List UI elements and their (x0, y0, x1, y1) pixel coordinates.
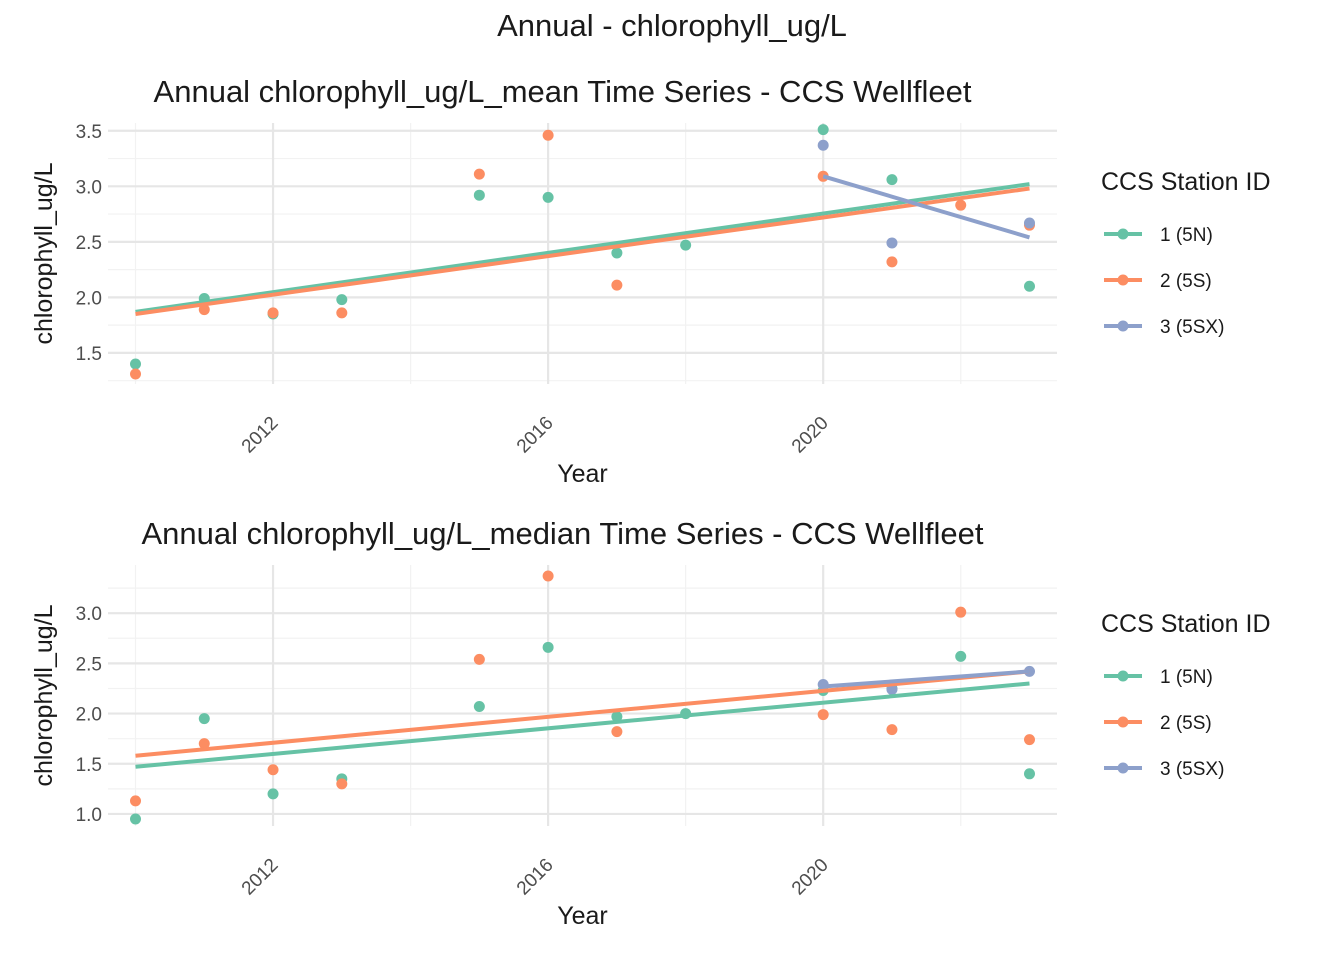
y-tick-label: 1.0 (76, 805, 102, 826)
x-axis-label: Year (557, 460, 608, 488)
legend-key-point (1117, 716, 1129, 728)
data-point (267, 307, 279, 319)
data-point (542, 641, 554, 653)
data-point (886, 237, 898, 249)
chart-title: Annual chlorophyll_ug/L_mean Time Series… (154, 74, 972, 109)
y-axis-label: chlorophyll_ug/L (30, 604, 58, 786)
gridlines (108, 123, 1057, 384)
y-tick-label: 3.0 (76, 177, 102, 198)
trend-line (135, 669, 1030, 758)
y-tick-label: 2.5 (76, 654, 102, 675)
data-point (611, 247, 623, 259)
data-point (1023, 217, 1035, 229)
y-tick-label: 1.5 (76, 344, 102, 365)
data-point (336, 307, 348, 319)
x-tick-label: 2016 (513, 855, 558, 900)
legend-label: 2 (5S) (1160, 271, 1212, 292)
data-point (198, 304, 210, 316)
data-point (473, 168, 485, 180)
data-point (267, 788, 279, 800)
data-point (336, 778, 348, 790)
data-point (130, 813, 142, 825)
data-point (473, 189, 485, 201)
data-point (680, 239, 692, 251)
data-point (1023, 734, 1035, 746)
y-tick-label: 3.0 (76, 604, 102, 625)
data-point (267, 764, 279, 776)
legend-label: 3 (5SX) (1160, 759, 1224, 780)
data-point (886, 724, 898, 736)
data-point (542, 570, 554, 582)
legend: CCS Station ID 1 (5N) 2 (5S) 3 (5SX) (1101, 168, 1271, 338)
data-point (955, 199, 967, 211)
data-point (130, 358, 142, 370)
y-tick-label: 1.5 (76, 755, 102, 776)
legend-key-point (1117, 762, 1129, 774)
x-tick-label: 2012 (238, 855, 283, 900)
data-point (542, 191, 554, 203)
data-point (611, 279, 623, 291)
data-point (886, 256, 898, 268)
trend-line (135, 182, 1030, 314)
legend-label: 2 (5S) (1160, 713, 1212, 734)
legend-key-point (1117, 320, 1129, 332)
y-tick-label: 2.0 (76, 705, 102, 726)
legend-title: CCS Station ID (1101, 168, 1271, 196)
trend-line (823, 669, 1030, 689)
data-point (198, 738, 210, 750)
figure-suptitle: Annual - chlorophyll_ug/L (497, 8, 847, 43)
chart-title: Annual chlorophyll_ug/L_median Time Seri… (141, 516, 983, 551)
x-tick-label: 2012 (238, 413, 283, 458)
legend-key-point (1117, 670, 1129, 682)
data-point (336, 294, 348, 306)
legend: CCS Station ID 1 (5N) 2 (5S) 3 (5SX) (1101, 610, 1271, 780)
data-point (886, 683, 898, 695)
data-point (817, 709, 829, 721)
y-tick-label: 2.5 (76, 233, 102, 254)
y-tick-label: 3.5 (76, 122, 102, 143)
data-point (1023, 768, 1035, 780)
data-point (886, 174, 898, 186)
y-tick-label: 2.0 (76, 288, 102, 309)
data-point (817, 139, 829, 151)
data-point (611, 711, 623, 723)
data-point (955, 606, 967, 618)
x-tick-label: 2020 (788, 413, 833, 458)
legend-key-point (1117, 274, 1129, 286)
chart-panel-1: Annual chlorophyll_ug/L_mean Time Series… (30, 74, 1271, 488)
legend-label: 1 (5N) (1160, 225, 1213, 246)
data-point (955, 650, 967, 662)
data-point (198, 713, 210, 725)
legend-label: 3 (5SX) (1160, 317, 1224, 338)
data-point (473, 653, 485, 665)
x-tick-label: 2020 (788, 855, 833, 900)
data-point (611, 726, 623, 738)
x-axis-label: Year (557, 902, 608, 930)
trend-line (135, 681, 1030, 769)
data-point (130, 368, 142, 380)
trend-line (822, 174, 1031, 240)
y-axis-label: chlorophyll_ug/L (30, 162, 58, 344)
trend-line (135, 186, 1030, 317)
data-point (1023, 280, 1035, 292)
data-point (542, 129, 554, 141)
x-tick-label: 2016 (513, 413, 558, 458)
chart-panel-2: Annual chlorophyll_ug/L_median Time Seri… (30, 516, 1271, 930)
legend-key-point (1117, 228, 1129, 240)
legend-label: 1 (5N) (1160, 667, 1213, 688)
data-point (130, 795, 142, 807)
legend-title: CCS Station ID (1101, 610, 1271, 638)
data-point (473, 701, 485, 713)
data-point (817, 124, 829, 136)
